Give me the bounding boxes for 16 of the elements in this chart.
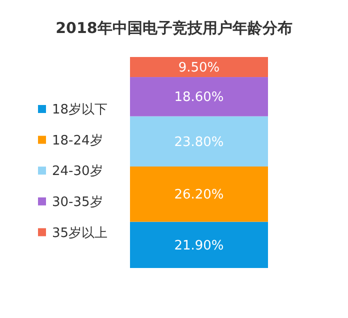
bar [130,222,268,268]
legend-label: 18岁以下 [52,102,108,118]
legend-label: 30-35岁 [52,194,103,210]
data-label: 21.90% [174,238,224,254]
legend-label: 24-30岁 [52,164,103,180]
data-label: 9.50% [178,60,220,76]
bar [130,116,268,167]
bar [130,166,268,222]
bar [130,57,268,78]
bar [130,77,268,116]
chart-title: 2018年中国电子竞技用户年龄分布 [56,19,292,37]
data-label: 23.80% [174,134,224,150]
legend-label: 18-24岁 [52,133,103,148]
data-label: 18.60% [174,90,224,106]
legend-label: 35岁以上 [52,226,108,241]
data-label: 26.20% [174,188,224,203]
